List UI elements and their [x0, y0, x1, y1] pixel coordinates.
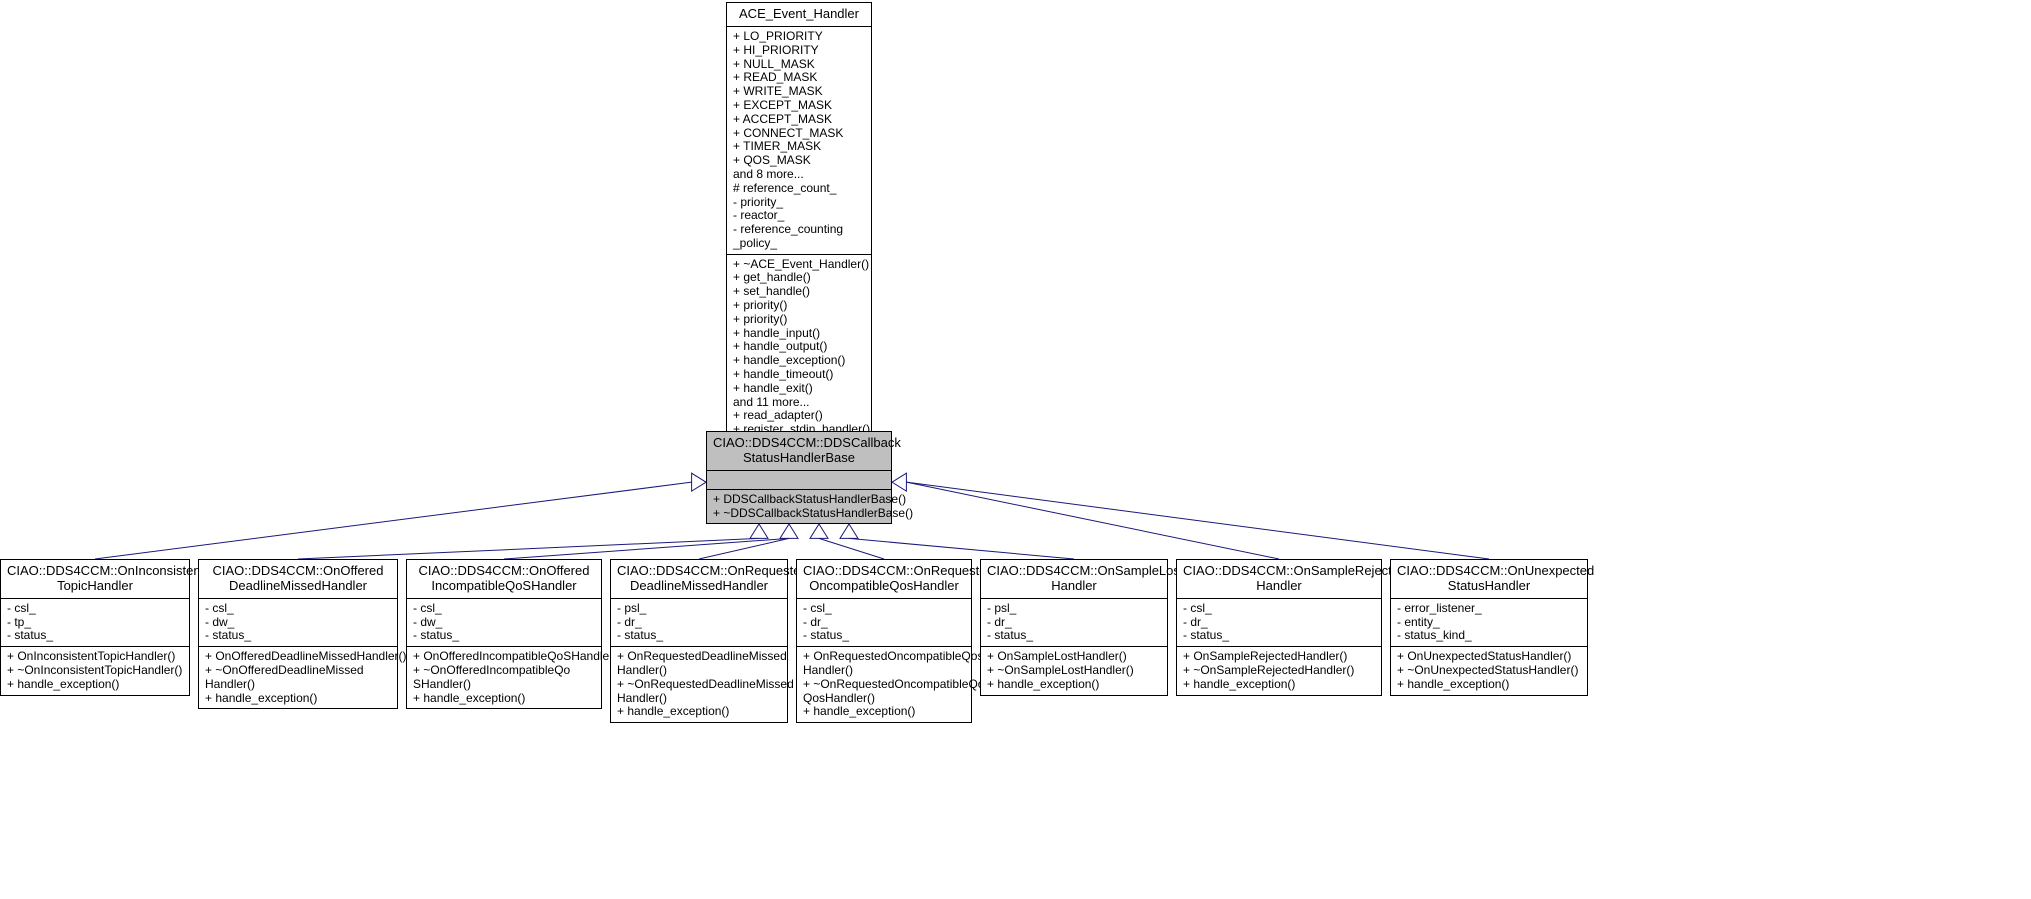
title-line: CIAO::DDS4CCM::OnRequested [803, 563, 994, 578]
class-attributes: - psl_ - dr_ - status_ [981, 599, 1167, 647]
class-box-leaf: CIAO::DDS4CCM::OnRequested OncompatibleQ… [796, 559, 972, 723]
title-line: CIAO::DDS4CCM::OnInconsistent [7, 563, 204, 578]
class-box-leaf: CIAO::DDS4CCM::OnOffered DeadlineMissedH… [198, 559, 398, 709]
class-box-leaf: CIAO::DDS4CCM::OnOffered IncompatibleQoS… [406, 559, 602, 709]
title-line: Handler [1256, 578, 1302, 593]
class-attributes: - csl_ - dr_ - status_ [1177, 599, 1381, 647]
class-title: CIAO::DDS4CCM::DDSCallback StatusHandler… [707, 432, 891, 471]
class-title: CIAO::DDS4CCM::OnUnexpected StatusHandle… [1391, 560, 1587, 599]
class-attributes: - csl_ - dw_ - status_ [407, 599, 601, 647]
class-title: CIAO::DDS4CCM::OnOffered DeadlineMissedH… [199, 560, 397, 599]
title-line: StatusHandlerBase [743, 450, 855, 465]
title-line: DeadlineMissedHandler [229, 578, 367, 593]
class-methods: + OnRequestedDeadlineMissed Handler() + … [611, 647, 787, 722]
class-methods: + DDSCallbackStatusHandlerBase() + ~DDSC… [707, 490, 891, 524]
class-methods: + OnRequestedOncompatibleQos Handler() +… [797, 647, 971, 722]
class-title: ACE_Event_Handler [727, 3, 871, 27]
class-title: CIAO::DDS4CCM::OnOffered IncompatibleQoS… [407, 560, 601, 599]
class-attributes-empty [707, 471, 891, 490]
class-attributes: - psl_ - dr_ - status_ [611, 599, 787, 647]
class-box-leaf: CIAO::DDS4CCM::OnRequested DeadlineMisse… [610, 559, 788, 723]
title-line: IncompatibleQoSHandler [431, 578, 576, 593]
title-line: StatusHandler [1448, 578, 1530, 593]
title-line: TopicHandler [57, 578, 133, 593]
class-title: CIAO::DDS4CCM::OnSampleRejected Handler [1177, 560, 1381, 599]
class-attributes: - csl_ - tp_ - status_ [1, 599, 189, 647]
class-box-leaf: CIAO::DDS4CCM::OnUnexpected StatusHandle… [1390, 559, 1588, 696]
title-line: CIAO::DDS4CCM::DDSCallback [713, 435, 901, 450]
class-attributes: - csl_ - dw_ - status_ [199, 599, 397, 647]
title-line: DeadlineMissedHandler [630, 578, 768, 593]
title-line: CIAO::DDS4CCM::OnUnexpected [1397, 563, 1594, 578]
class-box-leaf: CIAO::DDS4CCM::OnSampleRejected Handler … [1176, 559, 1382, 696]
class-box-leaf: CIAO::DDS4CCM::OnInconsistent TopicHandl… [0, 559, 190, 696]
class-attributes: - csl_ - dr_ - status_ [797, 599, 971, 647]
class-methods: + OnInconsistentTopicHandler() + ~OnInco… [1, 647, 189, 694]
title-line: Handler [1051, 578, 1097, 593]
title-line: CIAO::DDS4CCM::OnRequested [617, 563, 808, 578]
class-title: CIAO::DDS4CCM::OnSampleLost Handler [981, 560, 1167, 599]
class-methods: + OnUnexpectedStatusHandler() + ~OnUnexp… [1391, 647, 1587, 694]
class-title: CIAO::DDS4CCM::OnRequested DeadlineMisse… [611, 560, 787, 599]
class-box-leaf: CIAO::DDS4CCM::OnSampleLost Handler - ps… [980, 559, 1168, 696]
title-line: CIAO::DDS4CCM::OnSampleRejected [1183, 563, 1406, 578]
title-line: CIAO::DDS4CCM::OnOffered [213, 563, 384, 578]
class-box-ace-event-handler: ACE_Event_Handler + LO_PRIORITY + HI_PRI… [726, 2, 872, 469]
title-line: CIAO::DDS4CCM::OnOffered [419, 563, 590, 578]
class-title: CIAO::DDS4CCM::OnRequested OncompatibleQ… [797, 560, 971, 599]
class-attributes: + LO_PRIORITY + HI_PRIORITY + NULL_MASK … [727, 27, 871, 255]
class-methods: + OnOfferedDeadlineMissedHandler() + ~On… [199, 647, 397, 708]
title-line: CIAO::DDS4CCM::OnSampleLost [987, 563, 1184, 578]
title-line: OncompatibleQosHandler [809, 578, 959, 593]
class-attributes: - error_listener_ - entity_ - status_kin… [1391, 599, 1587, 647]
class-title: CIAO::DDS4CCM::OnInconsistent TopicHandl… [1, 560, 189, 599]
class-methods: + OnSampleLostHandler() + ~OnSampleLostH… [981, 647, 1167, 694]
class-box-ddscallback-statushandlerbase: CIAO::DDS4CCM::DDSCallback StatusHandler… [706, 431, 892, 524]
class-methods: + OnSampleRejectedHandler() + ~OnSampleR… [1177, 647, 1381, 694]
class-methods: + OnOfferedIncompatibleQoSHandler() + ~O… [407, 647, 601, 708]
